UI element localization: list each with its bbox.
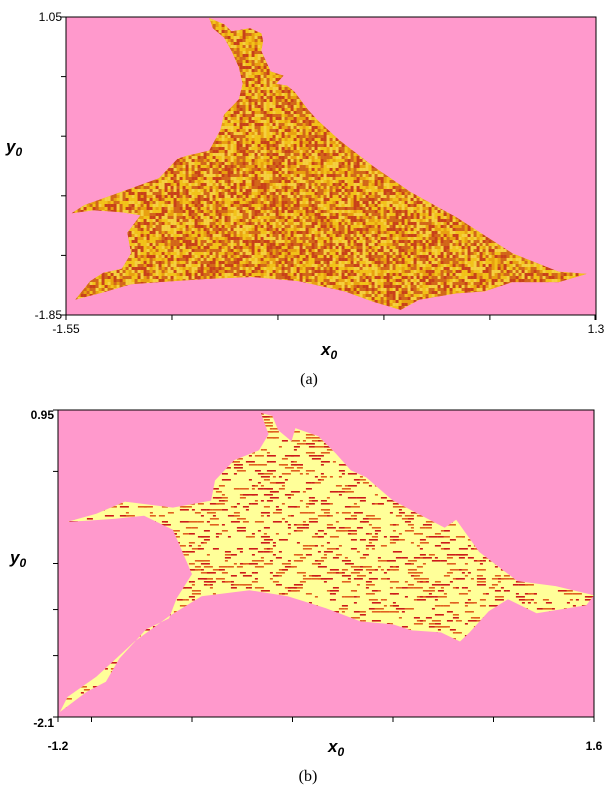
panel-b-y-tick-bottom: -2.1	[33, 716, 54, 730]
panel-b-x-axis-letter: x	[327, 737, 339, 756]
panel-b-x-tick-left: -1.2	[48, 739, 69, 753]
panel-b-caption: (b)	[299, 768, 318, 785]
panel-b-orbit-region	[59, 413, 594, 712]
panel-b: 0.95 -2.1 -1.2 1.6 y0 x0 (b)	[9, 408, 603, 785]
panel-a-y-axis-label: y0	[5, 137, 22, 159]
panel-a-y-tick-top: 1.05	[39, 10, 63, 24]
panel-a-x-axis-subscript: 0	[330, 348, 337, 362]
panel-b-y-tick-top: 0.95	[31, 408, 55, 422]
panel-b-ticks	[53, 409, 595, 722]
panel-b-x-axis-label: x0	[327, 737, 344, 759]
panel-b-y-axis-label: y0	[9, 548, 26, 570]
panel-a-x-tick-right: 1.3	[588, 322, 604, 336]
panel-b-x-tick-right: 1.6	[586, 739, 603, 753]
panel-a-x-axis-label: x0	[320, 340, 337, 362]
panel-a-y-axis-subscript: 0	[15, 145, 22, 159]
panel-a: 1.05 -1.85 -1.55 1.3 y0 x0 (a)	[5, 10, 604, 388]
panel-a-ticks	[61, 16, 597, 320]
panel-a-y-axis-letter: y	[5, 137, 17, 156]
panel-a-caption: (a)	[300, 371, 318, 388]
panel-a-x-tick-left: -1.55	[52, 322, 80, 336]
panel-b-y-axis-subscript: 0	[19, 556, 26, 570]
panel-a-frame	[65, 16, 597, 316]
panel-b-y-axis-letter: y	[9, 548, 21, 567]
panel-b-x-axis-subscript: 0	[337, 745, 344, 759]
panel-a-x-axis-letter: x	[320, 340, 332, 359]
panel-a-y-tick-bottom: -1.85	[35, 308, 63, 322]
